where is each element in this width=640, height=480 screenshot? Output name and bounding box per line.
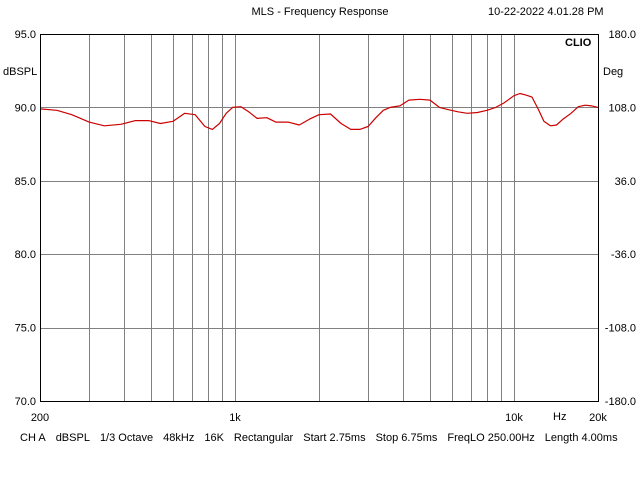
y2-tick-label: 180.0: [608, 29, 636, 41]
x-tick-label: 20k: [589, 412, 607, 424]
unit-label: dBSPL: [55, 432, 90, 444]
y-tick-label: 90.0: [15, 102, 36, 114]
start-label: Start 2.75ms: [303, 432, 366, 444]
y-tick-label: 95.0: [15, 29, 36, 41]
sample-rate-label: 48kHz: [163, 432, 195, 444]
y-tick-label: 70.0: [15, 396, 36, 408]
x-tick-label: 10k: [505, 412, 523, 424]
size-label: 16K: [204, 432, 224, 444]
labels-layer: 95.0 90.0 85.0 80.0 75.0 70.0 180.0 108.0 36.0 -3…: [15, 29, 636, 424]
grid-layer: [40, 34, 598, 402]
channel-label: CH A: [20, 432, 46, 444]
y-axis-label: dBSPL: [3, 66, 38, 78]
clio-brand-label: CLIO: [565, 37, 592, 49]
window-label: Rectangular: [233, 432, 294, 444]
timestamp: 10-22-2022 4.01.28 PM: [488, 6, 604, 18]
y2-tick-label: 108.0: [608, 102, 636, 114]
stop-label: Stop 6.75ms: [375, 432, 438, 444]
length-label: Length 4.00ms: [544, 432, 618, 444]
y-tick-label: 75.0: [15, 323, 36, 335]
freq-lo-label: FreqLO 250.00Hz: [447, 432, 535, 444]
x-axis-label: Hz: [553, 411, 567, 423]
measurement-settings-bar: CH A dBSPL 1/3 Octave 48kHz 16K Rectangu…: [20, 432, 628, 444]
y2-tick-label: 36.0: [615, 176, 636, 188]
y2-tick-label: -108.0: [605, 323, 636, 335]
response-curve: [39, 92, 599, 130]
y2-tick-label: -36.0: [611, 249, 636, 261]
y2-axis-label: Deg: [603, 66, 624, 78]
curve-layer: [39, 92, 599, 130]
y-tick-label: 80.0: [15, 249, 36, 261]
x-tick-label: 1k: [229, 412, 241, 424]
y2-tick-label: -180.0: [605, 396, 636, 408]
x-tick-label: 200: [31, 412, 49, 424]
y-tick-label: 85.0: [15, 176, 36, 188]
smoothing-label: 1/3 Octave: [99, 432, 154, 444]
chart-title: MLS - Frequency Response: [251, 6, 389, 18]
plot-frame: [40, 34, 599, 402]
